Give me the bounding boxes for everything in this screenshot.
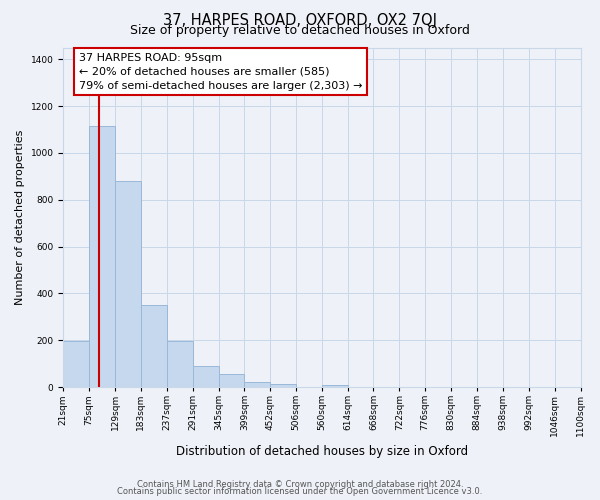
Bar <box>244 382 270 387</box>
Bar <box>115 181 141 387</box>
Text: 37, HARPES ROAD, OXFORD, OX2 7QJ: 37, HARPES ROAD, OXFORD, OX2 7QJ <box>163 12 437 28</box>
Bar <box>270 384 296 387</box>
Bar <box>193 366 218 387</box>
Bar <box>141 305 167 387</box>
X-axis label: Distribution of detached houses by size in Oxford: Distribution of detached houses by size … <box>176 444 468 458</box>
Bar <box>322 385 347 387</box>
Bar <box>167 342 193 387</box>
Text: Size of property relative to detached houses in Oxford: Size of property relative to detached ho… <box>130 24 470 37</box>
Bar <box>63 342 89 387</box>
Bar <box>89 126 115 387</box>
Text: Contains HM Land Registry data © Crown copyright and database right 2024.: Contains HM Land Registry data © Crown c… <box>137 480 463 489</box>
Text: 37 HARPES ROAD: 95sqm
← 20% of detached houses are smaller (585)
79% of semi-det: 37 HARPES ROAD: 95sqm ← 20% of detached … <box>79 52 362 90</box>
Y-axis label: Number of detached properties: Number of detached properties <box>15 130 25 305</box>
Text: Contains public sector information licensed under the Open Government Licence v3: Contains public sector information licen… <box>118 488 482 496</box>
Bar <box>218 374 244 387</box>
